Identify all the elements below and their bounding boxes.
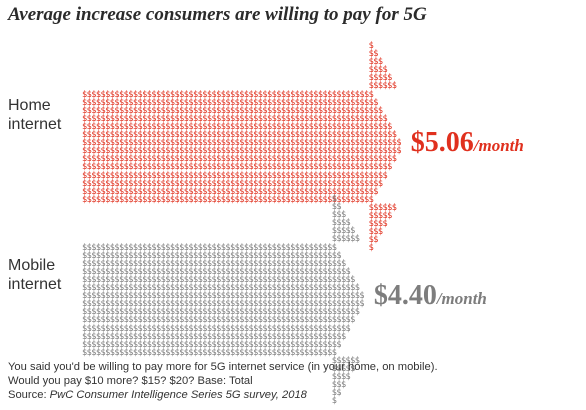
footnote: You said you'd be willing to pay more fo… [8, 360, 578, 402]
dollar-glyph-row: $ [82, 243, 374, 254]
footnote-line: You said you'd be willing to pay more fo… [8, 361, 438, 373]
value-number: $5.06 [410, 127, 474, 159]
dollar-arrow-home-internet: $ $$ $$$ $$$$ [82, 41, 402, 254]
dollar-glyph-row: $$ [82, 235, 379, 246]
dollar-glyph-row: $$$$ [82, 219, 388, 230]
value-label-home-internet: $5.06/month [411, 127, 524, 159]
dollar-glyph-row: $$$ [82, 57, 383, 68]
dollar-glyph-row: $$$$ [82, 372, 351, 383]
dollar-glyph-row: $$$$$$$$$$$$$$$$$$$$$$$$$$$$$$$$$$$$$$$$… [82, 178, 383, 189]
value-number: $4.40 [373, 280, 437, 312]
dollar-glyph-row: $$$ [82, 380, 346, 391]
dollar-glyph-row: $$$$$$ [82, 355, 360, 366]
dollar-glyph-row: $$$$$$$$$$$$$$$$$$$$$$$$$$$$$$$$$$$$$$$$… [82, 307, 360, 318]
dollar-glyph-row: $$$$$$$$$$$$$$$$$$$$$$$$$$$$$$$$$$$$$$$$… [82, 97, 378, 108]
dollar-glyph-row: $$$$$ [82, 226, 356, 237]
dollar-glyph-row: $$$$$$$$$$$$$$$$$$$$$$$$$$$$$$$$$$$$$$$$… [82, 130, 397, 141]
dollar-glyph-row: $$$$$$ [82, 202, 397, 213]
category-label-line: Home [8, 97, 51, 114]
dollar-glyph-row: $$$$$$$$$$$$$$$$$$$$$$$$$$$$$$$$$$$$$$$$… [82, 242, 337, 253]
dollar-arrow-mobile-internet: $ $$ $$$ $$$$ [82, 194, 365, 407]
dollar-glyph-row: $$ [82, 202, 342, 213]
dollar-glyph-row: $$$$$$$$$$$$$$$$$$$$$$$$$$$$$$$$$$$$$$$$… [82, 323, 351, 334]
dollar-glyph-row: $$$$$$$$$$$$$$$$$$$$$$$$$$$$$$$$$$$$$$$$… [82, 283, 360, 294]
value-label-mobile-internet: $4.40/month [374, 280, 487, 312]
dollar-glyph-row: $$$$$$$$$$$$$$$$$$$$$$$$$$$$$$$$$$$$$$$$… [82, 146, 402, 157]
dollar-glyph-row: $$$ [82, 227, 383, 238]
dollar-glyph-row: $$$$$$$$$$$$$$$$$$$$$$$$$$$$$$$$$$$$$$$$… [82, 138, 402, 149]
dollar-glyph-row: $$$$$$$$$$$$$$$$$$$$$$$$$$$$$$$$$$$$$$$$… [82, 194, 374, 205]
value-unit: /month [473, 136, 524, 156]
dollar-glyph-row: $$$$$$$$$$$$$$$$$$$$$$$$$$$$$$$$$$$$$$$$… [82, 89, 374, 100]
dollar-glyph-row: $$$$$$$$$$$$$$$$$$$$$$$$$$$$$$$$$$$$$$$$… [82, 170, 388, 181]
dollar-glyph-row: $$$$$$$$$$$$$$$$$$$$$$$$$$$$$$$$$$$$$$$$… [82, 258, 346, 269]
dollar-glyph-row: $$$$$$$$$$$$$$$$$$$$$$$$$$$$$$$$$$$$$$$$… [82, 113, 388, 124]
dollar-glyph-row: $$$$$ [82, 363, 356, 374]
dollar-glyph-row: $$$$$$$$$$$$$$$$$$$$$$$$$$$$$$$$$$$$$$$$… [82, 339, 342, 350]
dollar-glyph-row: $$$$$$$$$$$$$$$$$$$$$$$$$$$$$$$$$$$$$$$$… [82, 266, 351, 277]
dollar-glyph-row: $$$$$$$$$$$$$$$$$$$$$$$$$$$$$$$$$$$$$$$$… [82, 331, 346, 342]
dollar-glyph-row: $$$$ [82, 218, 351, 229]
dollar-glyph-row: $$$$$$$$$$$$$$$$$$$$$$$$$$$$$$$$$$$$$$$$… [82, 105, 383, 116]
source-prefix: Source: [8, 389, 50, 401]
dollar-glyph-row: $$ [82, 49, 379, 60]
category-label-line: internet [8, 276, 62, 293]
chart-title: Average increase consumers are willing t… [8, 4, 427, 25]
dollar-glyph-row: $$$$$$$$$$$$$$$$$$$$$$$$$$$$$$$$$$$$$$$$… [82, 274, 355, 285]
dollar-glyph-row: $ [82, 194, 337, 204]
dollar-glyph-row: $$$$$$$$$$$$$$$$$$$$$$$$$$$$$$$$$$$$$$$$… [82, 154, 397, 165]
dollar-glyph-row: $$$$$$$$$$$$$$$$$$$$$$$$$$$$$$$$$$$$$$$$… [82, 299, 365, 310]
dollar-glyph-row: $$$$$$$$$$$$$$$$$$$$$$$$$$$$$$$$$$$$$$$$… [82, 162, 392, 173]
dollar-glyph-row: $$$$$$$$$$$$$$$$$$$$$$$$$$$$$$$$$$$$$$$$… [82, 315, 355, 326]
category-label-line: internet [8, 116, 62, 133]
dollar-glyph-row: $ [82, 396, 337, 407]
dollar-glyph-row: $$$$$$ [82, 234, 360, 245]
dollar-glyph-row: $$$$$$$$$$$$$$$$$$$$$$$$$$$$$$$$$$$$$$$$… [82, 291, 365, 302]
category-label-mobile-internet: Mobile internet [8, 256, 61, 294]
source-line: Source: PwC Consumer Intelligence Series… [8, 388, 578, 402]
category-label-home-internet: Home internet [8, 96, 61, 134]
value-unit: /month [436, 289, 487, 309]
category-label-line: Mobile [8, 257, 56, 274]
dollar-glyph-row: $$$$$ [82, 73, 393, 84]
dollar-glyph-row: $$$$ [82, 65, 388, 76]
source-text: PwC Consumer Intelligence Series 5G surv… [49, 389, 307, 401]
dollar-glyph-row: $ [82, 41, 374, 51]
dollar-glyph-row: $$$$$$$$$$$$$$$$$$$$$$$$$$$$$$$$$$$$$$$$… [82, 347, 337, 358]
footnote-line: Would you pay $10 more? $15? $20? Base: … [8, 375, 253, 387]
dollar-glyph-row: $$ [82, 388, 342, 399]
dollar-glyph-row: $$$$$$$$$$$$$$$$$$$$$$$$$$$$$$$$$$$$$$$$… [82, 186, 378, 197]
dollar-glyph-row: $$$$$$$$$$$$$$$$$$$$$$$$$$$$$$$$$$$$$$$$… [82, 121, 392, 132]
dollar-glyph-row: $$$$$ [82, 210, 393, 221]
dollar-glyph-row: $$$ [82, 210, 346, 221]
dollar-glyph-row: $$$$$$$$$$$$$$$$$$$$$$$$$$$$$$$$$$$$$$$$… [82, 250, 342, 261]
dollar-glyph-row: $$$$$$ [82, 81, 397, 92]
